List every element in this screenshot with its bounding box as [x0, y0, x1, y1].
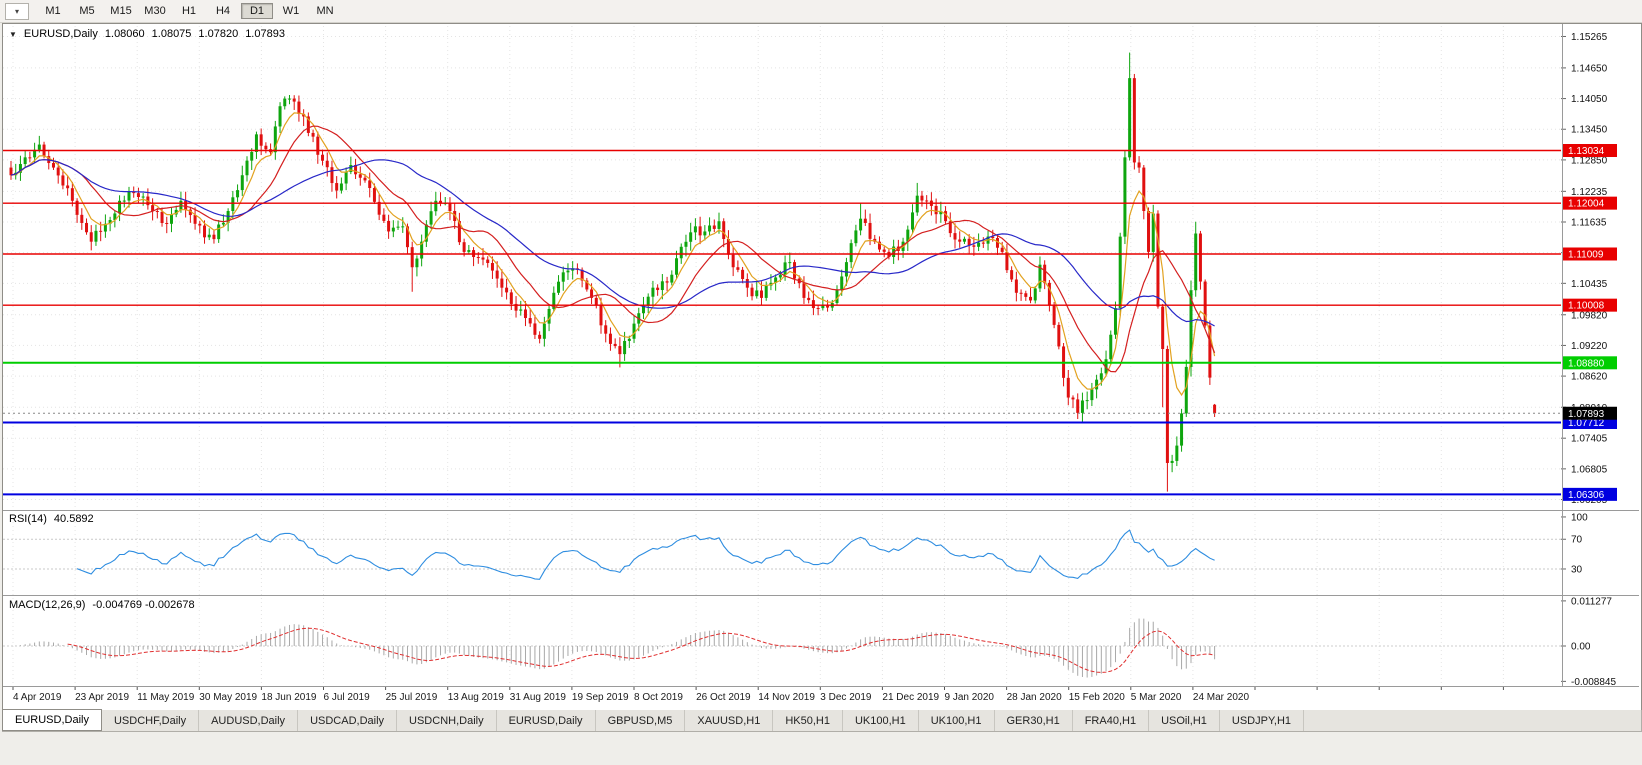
chart-canvas[interactable]: 4 Apr 2019 23 Apr 2019 11 May 2019 30 May 2… [3, 24, 1639, 708]
timeframe-button-h1[interactable]: H1 [181, 5, 197, 17]
macd-indicator-label: MACD(12,26,9) -0.004769 -0.002678 [9, 599, 195, 611]
chart-tabbar: EURUSD,Daily USDCHF,Daily AUDUSD,Daily USDC… [2, 709, 1642, 732]
svg-text:18 Jun 2019: 18 Jun 2019 [261, 692, 316, 703]
svg-text:24 Mar 2020: 24 Mar 2020 [1193, 692, 1250, 703]
tab-fra40-h1[interactable]: FRA40,H1 [1073, 710, 1150, 731]
timeframe-toolbar: ▾ M1 M5 M15 M30 H1 H4 D1 W1 MN [0, 0, 1642, 23]
timeframe-button-mn[interactable]: MN [316, 5, 334, 17]
svg-text:9 Jan 2020: 9 Jan 2020 [945, 692, 995, 703]
svg-text:6 Jul 2019: 6 Jul 2019 [324, 692, 371, 703]
svg-text:8 Oct 2019: 8 Oct 2019 [634, 692, 683, 703]
rsi-value: 40.5892 [53, 513, 94, 525]
candles-layer [9, 52, 1217, 492]
svg-text:13 Aug 2019: 13 Aug 2019 [448, 692, 505, 703]
timeframe-button-m5[interactable]: M5 [79, 5, 95, 17]
svg-text:1.13034: 1.13034 [1568, 146, 1605, 157]
svg-text:5 Mar 2020: 5 Mar 2020 [1131, 692, 1182, 703]
tab-usoil-h1[interactable]: USOil,H1 [1149, 710, 1220, 731]
tab-usdcad-daily[interactable]: USDCAD,Daily [298, 710, 398, 731]
svg-text:1.06306: 1.06306 [1568, 490, 1605, 501]
chart-title: ▼ EURUSD,Daily 1.08060 1.08075 1.07820 1… [9, 28, 285, 40]
svg-text:1.13450: 1.13450 [1571, 125, 1608, 136]
svg-text:1.07405: 1.07405 [1571, 434, 1608, 445]
tab-gbpusd-m5[interactable]: GBPUSD,M5 [596, 710, 686, 731]
svg-text:1.07893: 1.07893 [1568, 409, 1605, 420]
svg-text:0.00: 0.00 [1571, 642, 1591, 653]
ohlc-high: 1.08075 [151, 28, 192, 40]
svg-text:1.14650: 1.14650 [1571, 63, 1608, 74]
timeframe-button-m15[interactable]: M15 [110, 5, 132, 17]
svg-text:1.11635: 1.11635 [1571, 218, 1607, 229]
svg-text:15 Feb 2020: 15 Feb 2020 [1069, 692, 1126, 703]
svg-text:25 Jul 2019: 25 Jul 2019 [386, 692, 438, 703]
svg-text:31 Aug 2019: 31 Aug 2019 [510, 692, 567, 703]
rsi-indicator-label: RSI(14) 40.5892 [9, 513, 94, 525]
indicator-layer [15, 529, 1216, 678]
horizontal-lines-layer[interactable]: 1.13034 1.12004 1.11009 1.10008 1.08880 1.077… [3, 144, 1617, 501]
grid-layer [3, 26, 1561, 686]
svg-text:-0.008845: -0.008845 [1571, 677, 1616, 688]
svg-text:19 Sep 2019: 19 Sep 2019 [572, 692, 629, 703]
ohlc-close: 1.07893 [245, 28, 285, 40]
ohlc-open: 1.08060 [104, 28, 145, 40]
moving-averages-layer [10, 112, 1216, 397]
chart-symbol-label: EURUSD,Daily [23, 28, 98, 40]
svg-text:21 Dec 2019: 21 Dec 2019 [882, 692, 939, 703]
svg-text:4 Apr 2019: 4 Apr 2019 [13, 692, 62, 703]
svg-text:30: 30 [1571, 564, 1583, 575]
timeframes-dropdown[interactable]: ▾ [5, 2, 29, 20]
svg-text:1.15265: 1.15265 [1571, 32, 1608, 43]
svg-text:1.06805: 1.06805 [1571, 464, 1608, 475]
svg-text:1.08880: 1.08880 [1568, 358, 1605, 369]
svg-text:1.08620: 1.08620 [1571, 372, 1608, 383]
timeframe-button-h4[interactable]: H4 [215, 5, 231, 17]
tab-eurusd-daily[interactable]: EURUSD,Daily [2, 709, 102, 731]
tab-audusd-daily[interactable]: AUDUSD,Daily [199, 710, 299, 731]
svg-text:1.07712: 1.07712 [1568, 418, 1605, 429]
svg-text:30 May 2019: 30 May 2019 [199, 692, 257, 703]
svg-text:23 Apr 2019: 23 Apr 2019 [75, 692, 129, 703]
timeframe-button-m30[interactable]: M30 [144, 5, 166, 17]
svg-text:70: 70 [1571, 535, 1583, 546]
tab-ger30-h1[interactable]: GER30,H1 [995, 710, 1073, 731]
tab-xauusd-h1[interactable]: XAUUSD,H1 [685, 710, 774, 731]
svg-text:11 May 2019: 11 May 2019 [137, 692, 195, 703]
svg-text:1.10008: 1.10008 [1568, 301, 1605, 312]
tab-eurusd-daily[interactable]: EURUSD,Daily [497, 710, 596, 731]
rsi-name: RSI(14) [9, 513, 47, 525]
tab-hk50-h1[interactable]: HK50,H1 [773, 710, 843, 731]
timeframe-button-d1[interactable]: D1 [241, 3, 273, 19]
tab-usdchf-daily[interactable]: USDCHF,Daily [102, 710, 200, 731]
svg-text:28 Jan 2020: 28 Jan 2020 [1007, 692, 1062, 703]
svg-text:1.10435: 1.10435 [1571, 279, 1608, 290]
tab-uk100-h1[interactable]: UK100,H1 [843, 710, 919, 731]
ohlc-low: 1.07820 [198, 28, 239, 40]
svg-text:14 Nov 2019: 14 Nov 2019 [758, 692, 815, 703]
svg-text:1.12235: 1.12235 [1571, 187, 1608, 198]
svg-text:3 Dec 2019: 3 Dec 2019 [820, 692, 872, 703]
tab-usdcnh-daily[interactable]: USDCNH,Daily [397, 710, 497, 731]
timeframe-button-m1[interactable]: M1 [45, 5, 61, 17]
svg-text:1.09220: 1.09220 [1571, 341, 1608, 352]
tab-usdjpy-h1[interactable]: USDJPY,H1 [1220, 710, 1305, 731]
svg-text:1.12004: 1.12004 [1568, 199, 1605, 210]
svg-text:26 Oct 2019: 26 Oct 2019 [696, 692, 751, 703]
price-axis[interactable]: 1.15265 1.14650 1.14050 1.13450 1.12850 1.122… [3, 24, 1639, 688]
chart-expand-icon[interactable]: ▼ [9, 29, 17, 39]
tab-uk100-h1[interactable]: UK100,H1 [919, 710, 995, 731]
svg-text:1.09820: 1.09820 [1571, 310, 1608, 321]
timeframe-button-w1[interactable]: W1 [282, 5, 300, 17]
svg-text:100: 100 [1571, 512, 1588, 523]
svg-text:0.011277: 0.011277 [1571, 596, 1612, 607]
date-axis[interactable]: 4 Apr 2019 23 Apr 2019 11 May 2019 30 May 2… [12, 686, 1504, 703]
timeframe-toolbar-buttons: M1 M5 M15 M30 H1 H4 D1 W1 MN [37, 3, 341, 19]
svg-text:1.11009: 1.11009 [1568, 249, 1604, 260]
svg-text:1.12850: 1.12850 [1571, 155, 1608, 166]
macd-values: -0.004769 -0.002678 [92, 599, 195, 611]
svg-text:1.14050: 1.14050 [1571, 94, 1608, 105]
chart-window: 4 Apr 2019 23 Apr 2019 11 May 2019 30 May 2… [2, 23, 1642, 711]
macd-name: MACD(12,26,9) [9, 599, 86, 611]
dropdown-arrow-icon: ▾ [14, 6, 19, 16]
